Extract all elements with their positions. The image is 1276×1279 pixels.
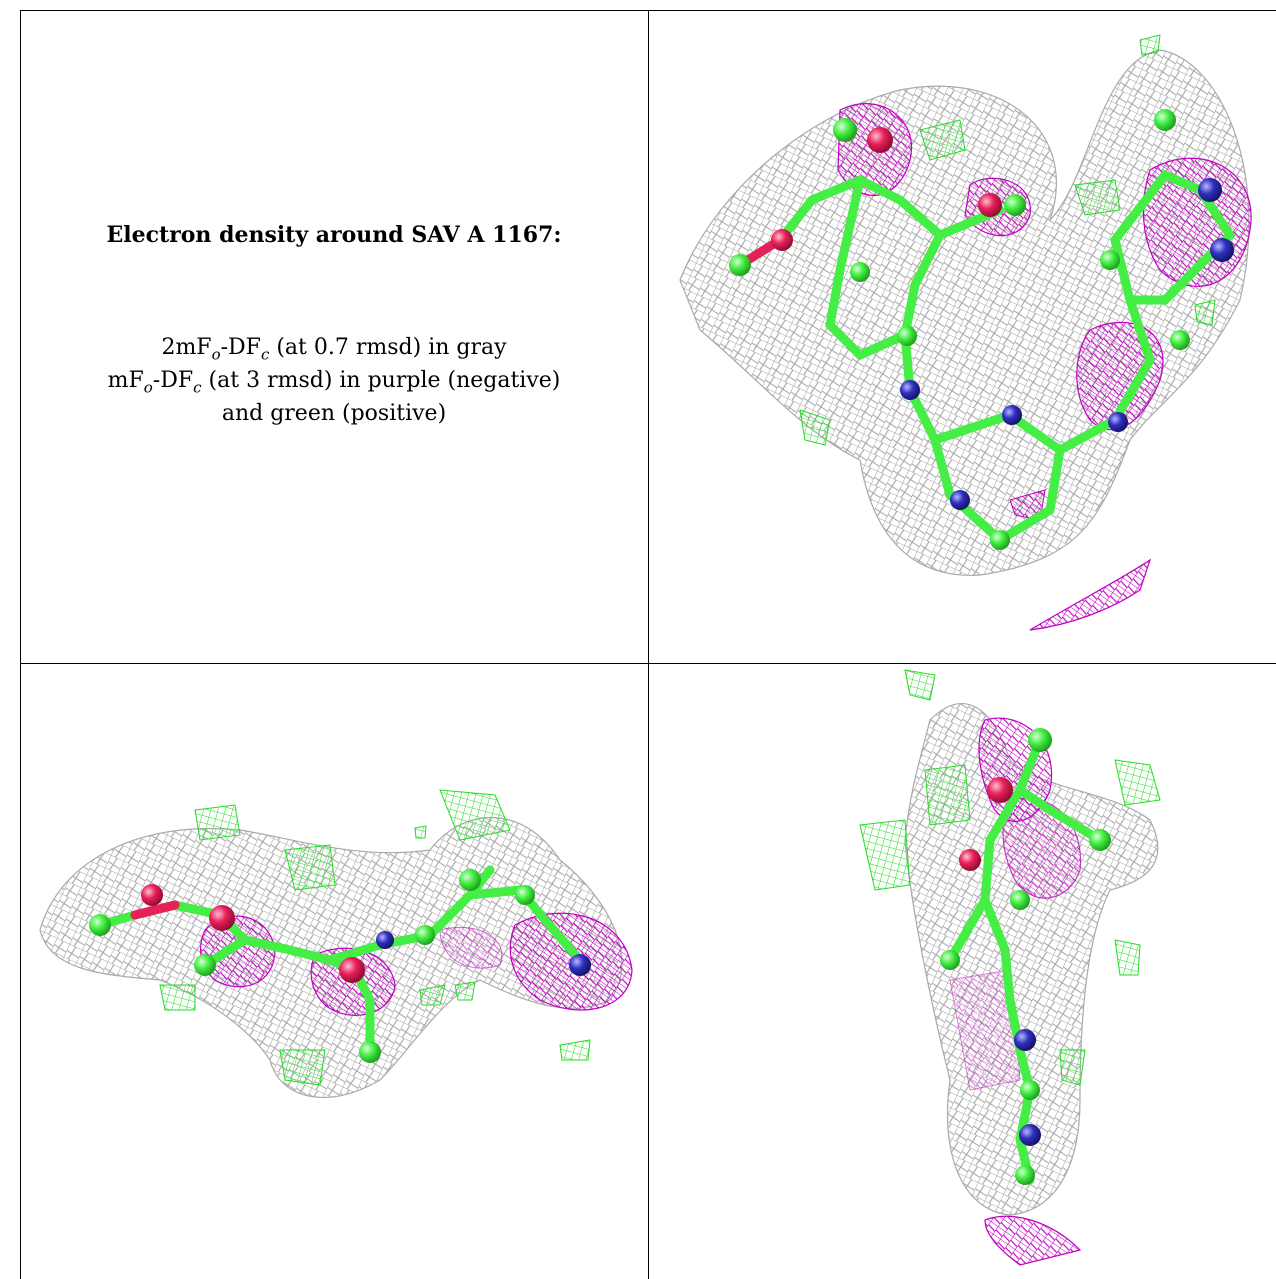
caption-line-2: mFo-DFc (at 3 rmsd) in purple (negative) <box>107 368 561 397</box>
figure-caption: Electron density around SAV A 1167: 2mFo… <box>20 10 648 663</box>
caption-title: Electron density around SAV A 1167: <box>106 222 562 248</box>
grid-vertical-divider <box>648 10 649 1279</box>
density-view-bottom-right <box>859 669 1161 1266</box>
caption-line-1: 2mFo-DFc (at 0.7 rmsd) in gray <box>161 335 507 364</box>
caption-line-3: and green (positive) <box>221 401 447 426</box>
grid-horizontal-divider <box>20 663 1276 664</box>
density-view-bottom-left <box>39 789 633 1099</box>
density-view-top-right <box>679 34 1252 631</box>
grid-left-border <box>20 10 21 1279</box>
